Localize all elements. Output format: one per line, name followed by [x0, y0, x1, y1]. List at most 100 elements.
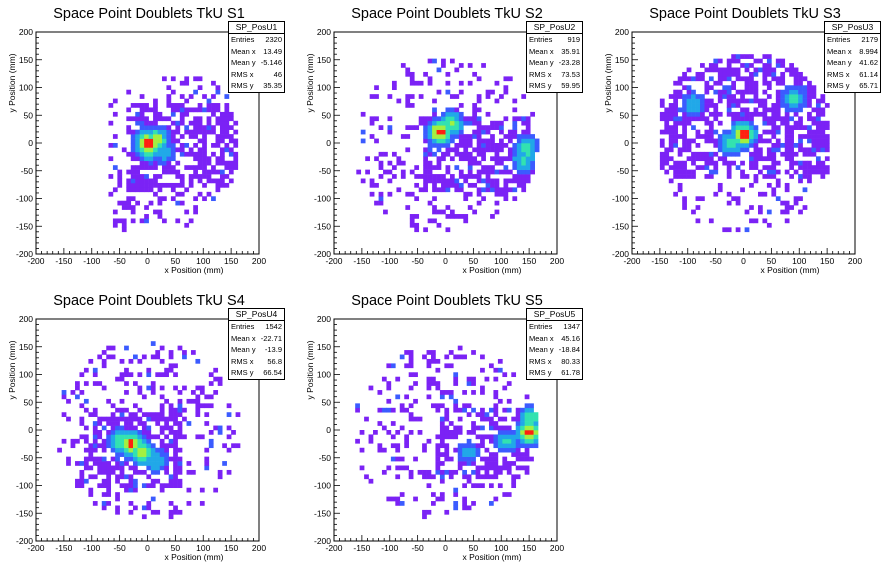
histogram-bin — [427, 134, 433, 139]
histogram-bin — [493, 474, 499, 480]
histogram-bin — [466, 505, 472, 511]
histogram-bin — [436, 143, 442, 148]
histogram-bin — [463, 156, 469, 162]
histogram-bin — [708, 151, 714, 157]
histogram-bin — [135, 134, 140, 139]
histogram-bin — [439, 390, 445, 395]
histogram-cells — [355, 345, 539, 520]
histogram-bin — [780, 209, 786, 215]
histogram-bin — [789, 98, 794, 104]
histogram-bin — [144, 143, 149, 148]
histogram-bin — [497, 358, 503, 364]
histogram-bin — [771, 120, 777, 126]
histogram-bin — [444, 456, 450, 462]
histogram-bin — [784, 129, 790, 135]
histogram-bin — [717, 71, 723, 77]
histogram-bin — [686, 138, 692, 144]
histogram-bin — [208, 394, 214, 400]
histogram-bin — [179, 107, 185, 113]
histogram-bin — [807, 125, 812, 130]
histogram-bin — [515, 447, 521, 453]
histogram-bin — [368, 434, 374, 440]
histogram-bin — [112, 218, 118, 224]
histogram-bin — [463, 214, 469, 219]
histogram-bin — [525, 165, 531, 170]
histogram-bin — [494, 209, 500, 215]
histogram-bin — [162, 134, 167, 139]
histogram-bin — [193, 89, 198, 95]
histogram-bin — [798, 80, 803, 86]
histogram-bin — [677, 187, 683, 193]
histogram-bin — [744, 111, 750, 117]
histogram-bin — [374, 116, 379, 122]
histogram-bin — [449, 116, 455, 122]
histogram-bin — [521, 147, 527, 153]
histogram-bin — [466, 376, 472, 382]
histogram-bin — [170, 196, 176, 202]
histogram-bin — [453, 381, 459, 386]
histogram-bin — [815, 160, 821, 166]
histogram-bin — [811, 147, 817, 153]
histogram-bin — [179, 151, 185, 157]
histogram-bin — [717, 98, 723, 104]
histogram-bin — [121, 222, 127, 228]
histogram-bin — [184, 125, 190, 130]
histogram-bin — [511, 434, 517, 440]
histogram-bin — [399, 492, 405, 497]
histogram-bin — [480, 465, 485, 471]
histogram-bin — [449, 120, 455, 126]
histogram-bin — [463, 120, 469, 126]
histogram-bin — [453, 376, 459, 382]
histogram-bin — [731, 143, 736, 148]
histogram-bin — [802, 147, 808, 153]
histogram-bin — [793, 76, 799, 82]
histogram-bin — [153, 116, 158, 122]
histogram-bin — [471, 456, 476, 462]
histogram-bin — [476, 191, 482, 197]
histogram-bin — [449, 178, 455, 184]
histogram-bin — [780, 103, 786, 108]
histogram-bin — [224, 103, 230, 108]
histogram-bin — [448, 430, 454, 435]
histogram-bin — [436, 209, 442, 215]
histogram-bin — [444, 434, 450, 440]
histogram-bin — [202, 138, 207, 144]
histogram-bin — [97, 465, 103, 471]
histogram-bin — [726, 129, 732, 135]
histogram-bin — [668, 165, 674, 170]
histogram-bin — [471, 461, 476, 466]
histogram-bin — [798, 165, 803, 170]
histogram-bin — [193, 143, 198, 148]
histogram-bin — [219, 134, 225, 139]
histogram-bin — [150, 509, 156, 515]
histogram-bin — [512, 160, 518, 166]
histogram-bin — [215, 138, 221, 144]
histogram-bin — [135, 151, 140, 157]
histogram-bin — [175, 160, 181, 166]
histogram-bin — [722, 227, 728, 233]
histogram-bin — [520, 456, 525, 462]
histogram-bin — [444, 443, 450, 449]
histogram-bin — [766, 156, 772, 162]
y-tick-label: 100 — [317, 370, 331, 380]
histogram-bin — [807, 129, 812, 135]
histogram-bin — [449, 214, 455, 219]
histogram-bin — [408, 350, 414, 355]
histogram-bin — [749, 111, 754, 117]
histogram-bin — [130, 165, 136, 170]
histogram-bin — [780, 63, 786, 68]
histogram-bin — [784, 125, 790, 130]
histogram-bin — [673, 111, 679, 117]
histogram-bin — [686, 98, 692, 104]
x-tick-label: -150 — [353, 543, 370, 553]
histogram-bin — [731, 196, 736, 202]
histogram-bin — [502, 461, 508, 466]
histogram-bin — [202, 134, 207, 139]
histogram-bin — [75, 394, 80, 400]
histogram-bin — [807, 151, 812, 157]
histogram-bin — [515, 421, 521, 426]
histogram-bin — [798, 116, 803, 122]
x-tick-label: -150 — [55, 256, 72, 266]
histogram-bin — [422, 354, 427, 360]
histogram-bin — [753, 71, 759, 77]
